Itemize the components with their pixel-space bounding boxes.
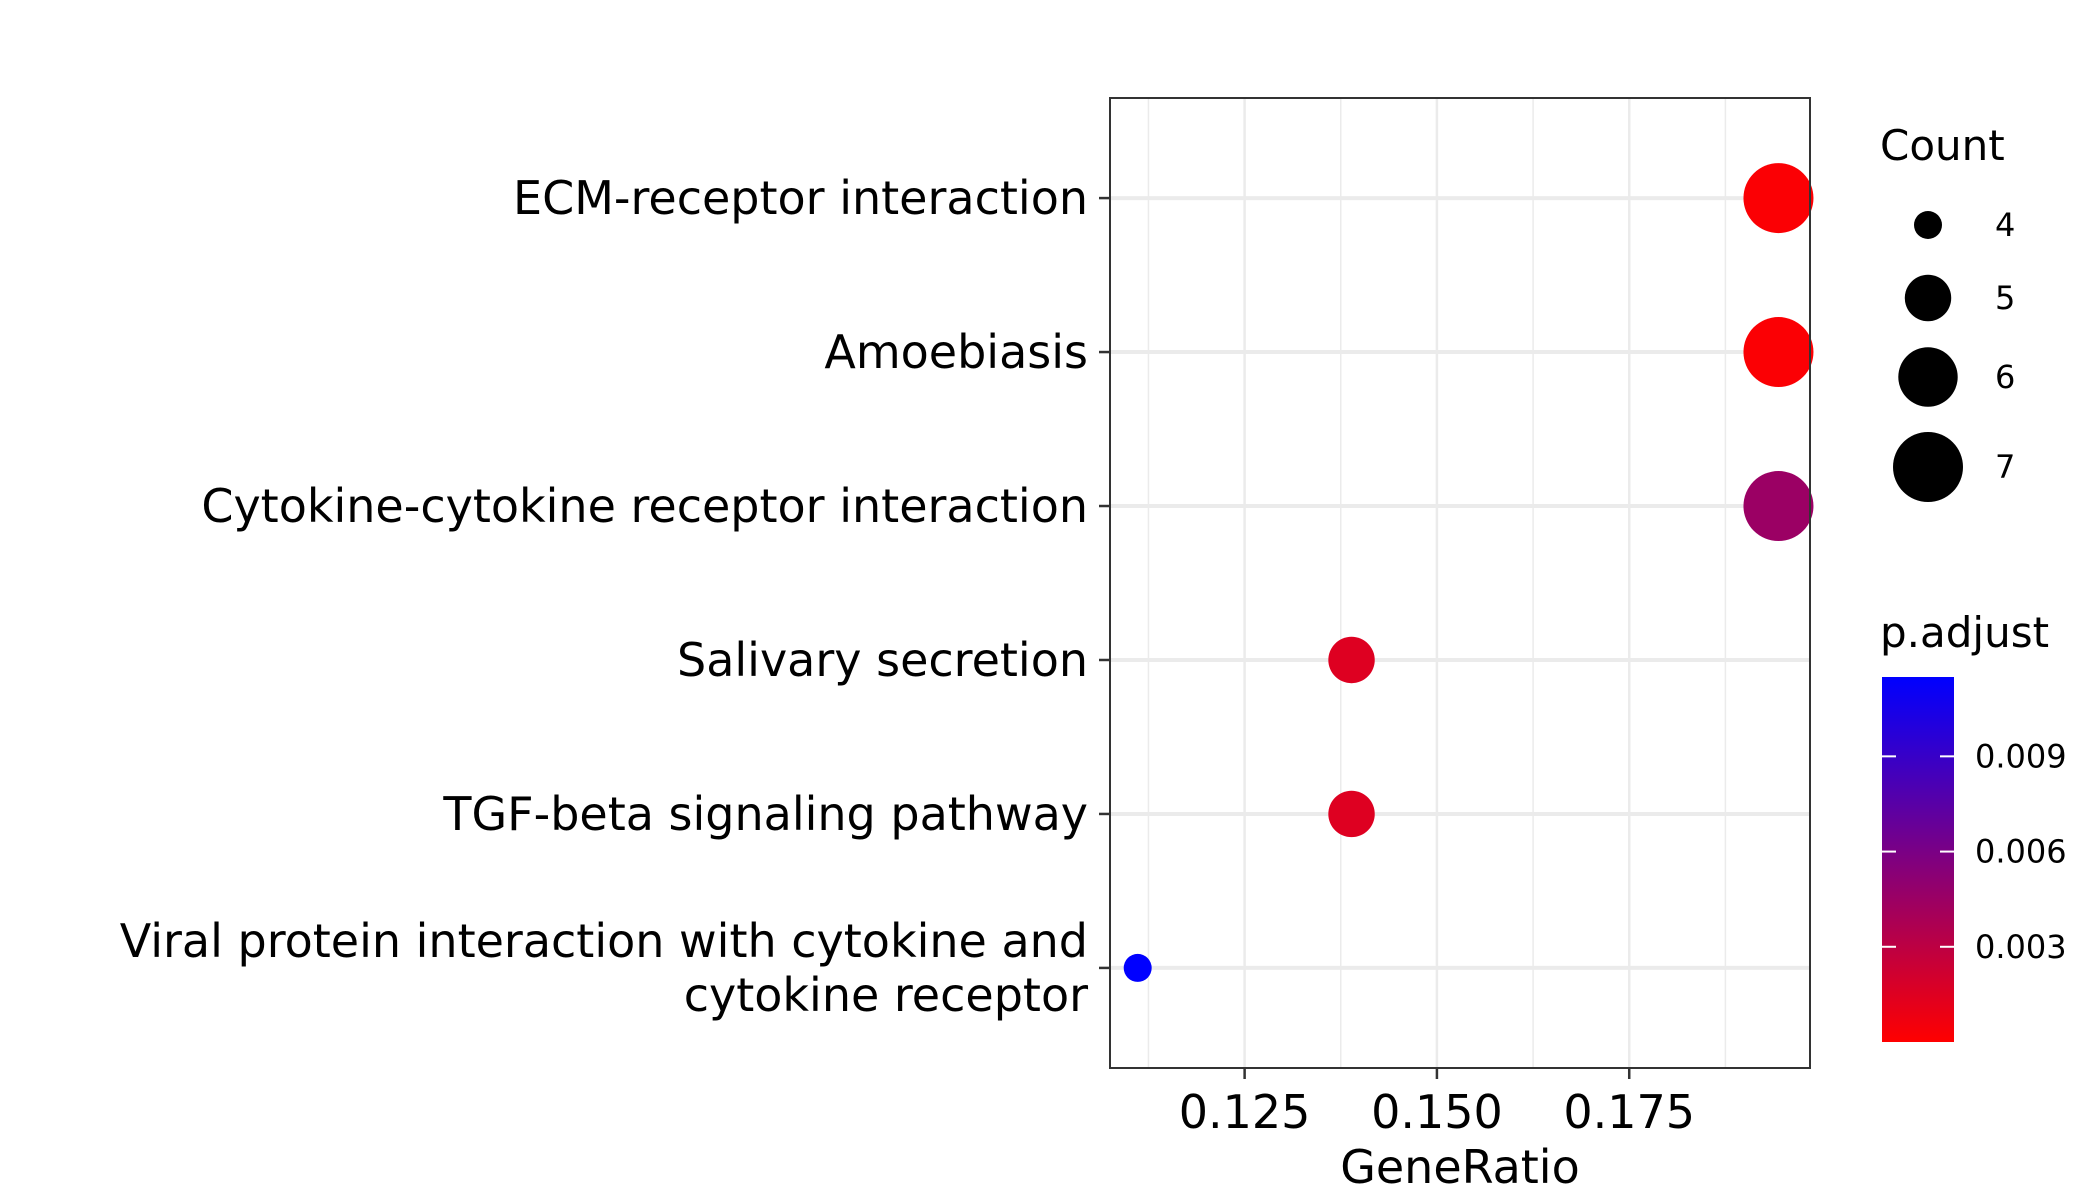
- count-legend-label: 4: [1995, 206, 2015, 244]
- x-tick-label: 0.175: [1563, 1085, 1695, 1139]
- x-tick-label: 0.125: [1179, 1085, 1311, 1139]
- count-legend-label: 7: [1995, 448, 2015, 486]
- p-adjust-legend-label: 0.003: [1975, 928, 2067, 966]
- count-legend: Count 4 5 6 7: [1880, 121, 2015, 502]
- count-legend-key: [1898, 347, 1958, 407]
- p-adjust-legend-label: 0.006: [1975, 833, 2067, 871]
- count-legend-key: [1904, 274, 1952, 322]
- panel-border: [1109, 97, 1811, 1069]
- y-tick-label: Amoebiasis: [824, 325, 1088, 379]
- y-tick-label: ECM-receptor interaction: [513, 171, 1088, 225]
- data-point: [1328, 636, 1375, 684]
- y-tick-label: Salivary secretion: [677, 633, 1088, 687]
- plot-panel: [1109, 97, 1814, 1069]
- data-point: [1328, 790, 1375, 838]
- data-point: [1743, 317, 1814, 388]
- y-tick-label: Viral protein interaction with cytokine …: [120, 914, 1088, 1022]
- count-legend-label: 6: [1995, 358, 2015, 396]
- count-legend-key: [1893, 432, 1963, 502]
- y-tick-label: TGF-beta signaling pathway: [442, 787, 1088, 841]
- count-legend-label: 5: [1995, 279, 2015, 317]
- x-tick-label: 0.150: [1371, 1085, 1503, 1139]
- p-adjust-legend: p.adjust 0.003 0.006 0.009: [1880, 608, 2067, 1042]
- count-legend-title: Count: [1880, 121, 2005, 170]
- data-point: [1743, 163, 1814, 234]
- p-adjust-colorbar: [1882, 677, 1954, 1042]
- data-point: [1123, 953, 1152, 982]
- x-axis: 0.125 0.150 0.175: [1179, 1068, 1695, 1139]
- p-adjust-legend-label: 0.009: [1975, 737, 2067, 775]
- panel-background: [1110, 98, 1810, 1068]
- y-axis: ECM-receptor interaction Amoebiasis Cytoki…: [120, 171, 1110, 1022]
- y-tick-label: Cytokine-cytokine receptor interaction: [201, 479, 1088, 533]
- p-adjust-legend-title: p.adjust: [1880, 608, 2049, 657]
- data-point: [1743, 471, 1814, 542]
- count-legend-key: [1914, 211, 1942, 239]
- x-axis-title: GeneRatio: [1340, 1140, 1580, 1194]
